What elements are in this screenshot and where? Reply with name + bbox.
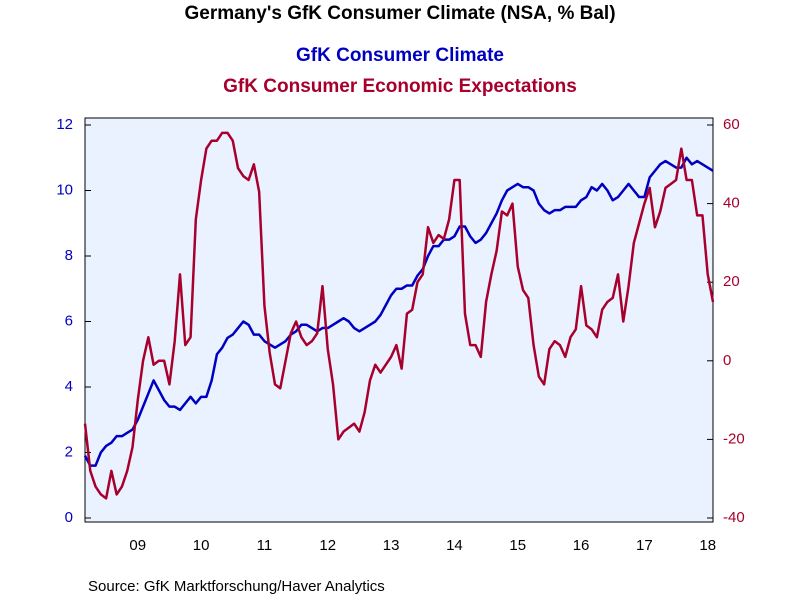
y2-tick-label: -20 (723, 430, 745, 447)
y-tick-label: 12 (56, 116, 73, 133)
x-tick-label: 12 (319, 537, 336, 554)
y2-tick-label: 60 (723, 116, 740, 133)
y2-tick-label: 20 (723, 273, 740, 290)
x-tick-label: 11 (257, 537, 273, 554)
y-tick-label: 2 (65, 443, 73, 460)
y-tick-label: 0 (65, 509, 73, 526)
x-tick-label: 18 (699, 537, 716, 554)
y2-tick-label: -40 (723, 509, 745, 526)
x-tick-label: 10 (193, 537, 210, 554)
series-line (83, 156, 714, 467)
source-note: Source: GfK Marktforschung/Haver Analyti… (88, 578, 385, 595)
series-line (83, 131, 715, 500)
y-tick-label: 10 (56, 181, 73, 198)
y2-tick-label: 40 (723, 195, 740, 212)
x-tick-label: 13 (383, 537, 400, 554)
x-tick-label: 17 (636, 537, 653, 554)
legend-entry: GfK Consumer Climate (296, 45, 504, 66)
y-tick-label: 8 (65, 247, 73, 264)
y-tick-label: 6 (65, 312, 73, 329)
plot-area (84, 117, 714, 523)
legend-entry: GfK Consumer Economic Expectations (223, 76, 577, 97)
x-tick-label: 09 (129, 537, 146, 554)
chart-title: Germany's GfK Consumer Climate (NSA, % B… (184, 3, 615, 24)
y-tick-label: 4 (65, 378, 73, 395)
x-tick-label: 15 (509, 537, 526, 554)
x-tick-label: 16 (573, 537, 590, 554)
x-tick-label: 14 (446, 537, 463, 554)
y2-tick-label: 0 (723, 352, 731, 369)
